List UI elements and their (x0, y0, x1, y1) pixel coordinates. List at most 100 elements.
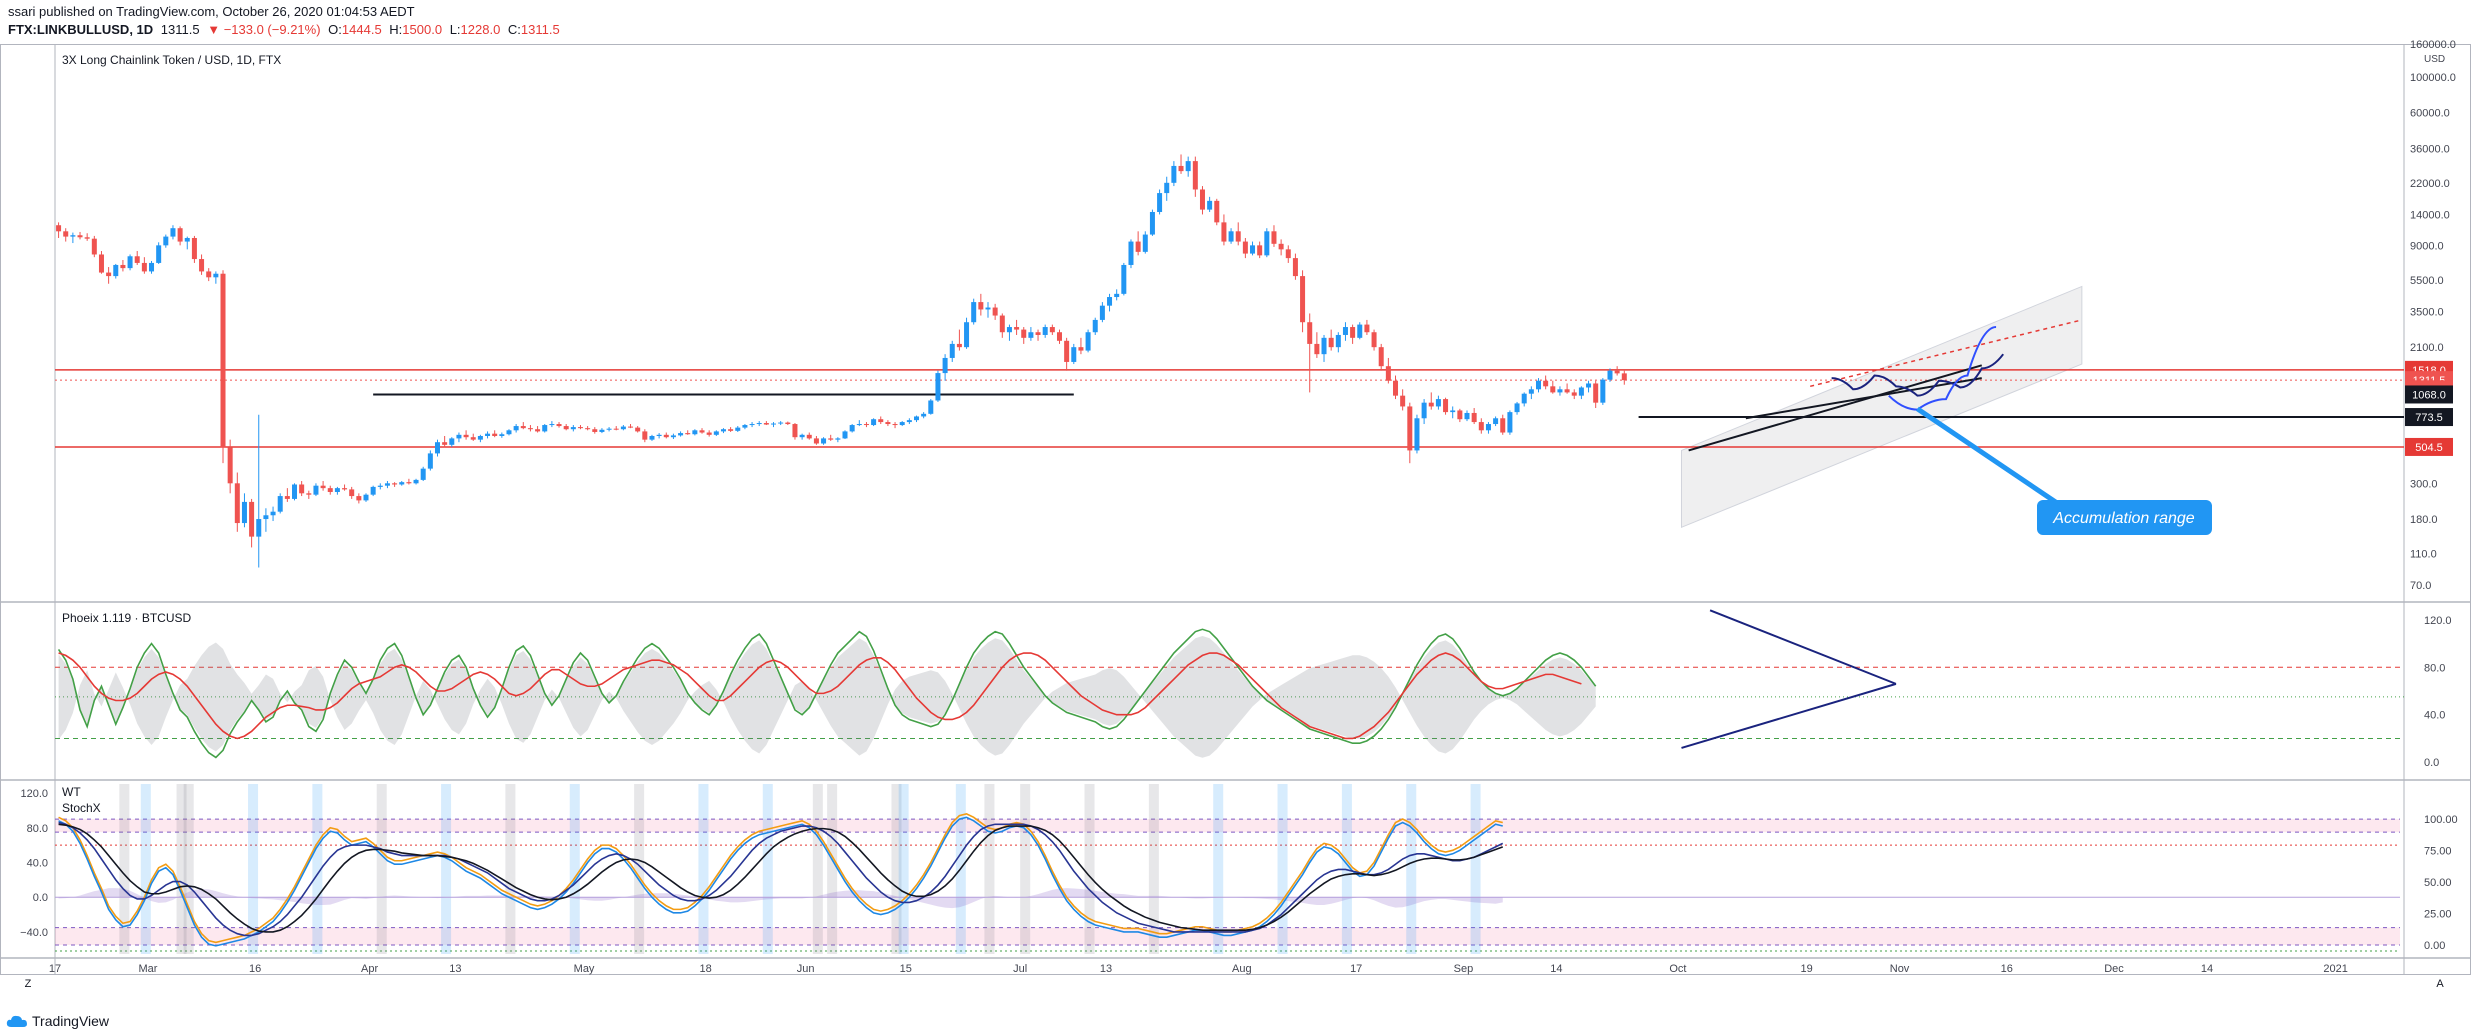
candle-body (1064, 340, 1070, 362)
callout-arrow (1916, 406, 2062, 508)
candle-body (1214, 200, 1220, 223)
candle-body (878, 419, 884, 423)
candle-body (556, 424, 562, 427)
candle (206, 268, 212, 282)
candle (821, 437, 827, 445)
wt-cross-highlight (891, 784, 902, 954)
price-axis-tick: 9000.0 (2410, 240, 2444, 252)
candle (613, 426, 619, 431)
candle-body (1357, 324, 1363, 338)
candle (620, 425, 626, 431)
candle-body (492, 433, 498, 436)
candle-body (1450, 410, 1456, 413)
candle-body (406, 482, 412, 484)
candle (1214, 198, 1220, 226)
x-axis-tick-label: 16 (249, 963, 261, 975)
candle (249, 498, 255, 548)
symbol-name[interactable]: FTX:LINKBULLUSD, 1D (8, 22, 154, 37)
price-axis-tick: 3500.0 (2410, 306, 2444, 318)
candle-body (892, 424, 898, 426)
candle (227, 439, 233, 494)
candle (1528, 386, 1534, 400)
candle (499, 432, 505, 438)
candle (456, 432, 462, 443)
candle (1550, 380, 1556, 394)
x-axis-tick-label: Nov (1890, 963, 1910, 975)
candle-body (370, 486, 376, 495)
candle (685, 430, 691, 435)
candle-body (320, 485, 326, 489)
candle-body (1192, 161, 1198, 190)
candle (878, 416, 884, 425)
tradingview-logo[interactable]: TradingView (6, 1013, 109, 1029)
price-axis-label: 1068.0 (2405, 385, 2453, 404)
candle-body (56, 225, 62, 232)
candle-body (1335, 334, 1341, 348)
candle-body (656, 434, 662, 436)
wt-blue-line (58, 816, 1503, 947)
candle-body (1107, 297, 1113, 306)
callout-box (2037, 500, 2212, 535)
candle-body (392, 483, 398, 485)
candle (549, 421, 555, 428)
candle-body (792, 424, 798, 438)
candle (1342, 322, 1348, 341)
candle-body (771, 423, 777, 425)
candle-body (1121, 264, 1127, 294)
candle (921, 412, 927, 419)
wt-cross-highlight (698, 784, 709, 954)
candle (713, 430, 719, 436)
low-label: L: (449, 22, 461, 37)
candle-body (1235, 231, 1241, 242)
candle-body (1164, 182, 1170, 194)
wt-cross-highlight (248, 784, 259, 954)
candle (642, 429, 648, 443)
candle (1607, 368, 1613, 382)
candle (1292, 253, 1298, 280)
price-axis-tick: 36000.0 (2410, 143, 2450, 155)
candle (1400, 389, 1406, 411)
phoenix-axis-tick: 120.0 (2424, 615, 2452, 627)
candle (778, 421, 784, 426)
candle (913, 415, 920, 423)
high-label: H: (389, 22, 403, 37)
wt-cross-highlight (812, 784, 823, 954)
candle (392, 482, 398, 487)
wt-cross-highlight (1470, 784, 1481, 954)
x-axis-tick-label: 18 (699, 963, 711, 975)
candle-body (277, 496, 283, 512)
candle-body (1250, 245, 1256, 254)
candle (299, 481, 305, 497)
wt-cross-highlight (984, 784, 995, 954)
candle (1485, 422, 1491, 434)
candle (928, 399, 934, 415)
candle-body (292, 484, 298, 499)
candle (1521, 392, 1527, 407)
tradingview-brand: TradingView (32, 1013, 110, 1029)
candle (892, 422, 898, 429)
candle (849, 424, 855, 433)
projection-path (1888, 326, 1997, 411)
candle-body (1578, 387, 1584, 396)
candle (978, 293, 984, 316)
candle (1071, 343, 1077, 365)
candle (1028, 327, 1034, 341)
candle (1049, 324, 1055, 335)
candle (1500, 414, 1506, 435)
candle-body (1393, 380, 1399, 396)
candle-body (1221, 222, 1227, 242)
phoenix-axis-tick: 40.0 (2424, 710, 2445, 722)
candle (1328, 329, 1334, 351)
phoenix-slow-line (58, 652, 1582, 740)
wt-left-axis-tick: 0.0 (33, 892, 48, 904)
candle-body (756, 423, 762, 425)
candle-body (1550, 386, 1556, 393)
candle (356, 493, 362, 504)
price-label-bg (2405, 408, 2453, 427)
candle (842, 430, 848, 440)
candle-body (1457, 410, 1463, 420)
candle-body (599, 429, 605, 432)
price-label-text: 504.5 (2415, 442, 2443, 454)
overbought-zone (55, 819, 2400, 833)
